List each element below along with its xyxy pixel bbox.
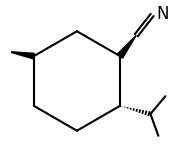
Text: N: N <box>157 5 169 23</box>
Polygon shape <box>117 35 136 58</box>
Polygon shape <box>9 52 34 59</box>
